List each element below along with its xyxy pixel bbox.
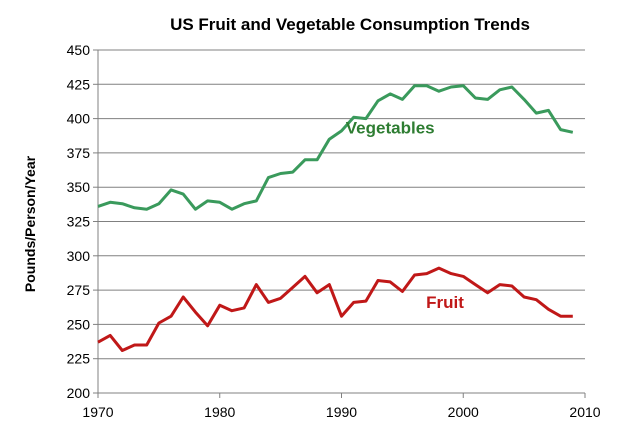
series-line-vegetables — [97, 84, 574, 211]
axes — [93, 49, 586, 398]
x-tick-label: 1990 — [326, 404, 357, 420]
x-tick-label: 2010 — [569, 404, 600, 420]
y-tick-label: 225 — [67, 351, 91, 367]
grid — [98, 49, 585, 394]
y-tick-label: 200 — [67, 385, 91, 401]
y-tick-label: 250 — [67, 316, 91, 332]
tick-labels: 200 225 250 275 300 325 350 375 400 425 450 1970 198… — [67, 42, 601, 420]
series-line-fruit — [97, 266, 573, 352]
y-tick-label: 450 — [67, 42, 91, 58]
x-tick-label: 2000 — [448, 404, 479, 420]
y-tick-label: 350 — [67, 179, 91, 195]
series-labels: Vegetables Fruit — [346, 119, 464, 312]
chart-title: US Fruit and Vegetable Consumption Trend… — [170, 15, 530, 34]
series-label-vegetables: Vegetables — [346, 119, 435, 138]
y-axis-label: Pounds/Person/Year — [22, 155, 38, 292]
x-tick-label: 1970 — [82, 404, 113, 420]
y-tick-label: 425 — [67, 76, 91, 92]
y-tick-label: 325 — [67, 214, 91, 230]
x-tick-label: 1980 — [204, 404, 235, 420]
series — [97, 84, 574, 352]
series-label-fruit: Fruit — [426, 293, 464, 312]
y-tick-label: 275 — [67, 282, 91, 298]
y-tick-label: 300 — [67, 248, 91, 264]
y-tick-label: 400 — [67, 111, 91, 127]
y-tick-label: 375 — [67, 145, 91, 161]
